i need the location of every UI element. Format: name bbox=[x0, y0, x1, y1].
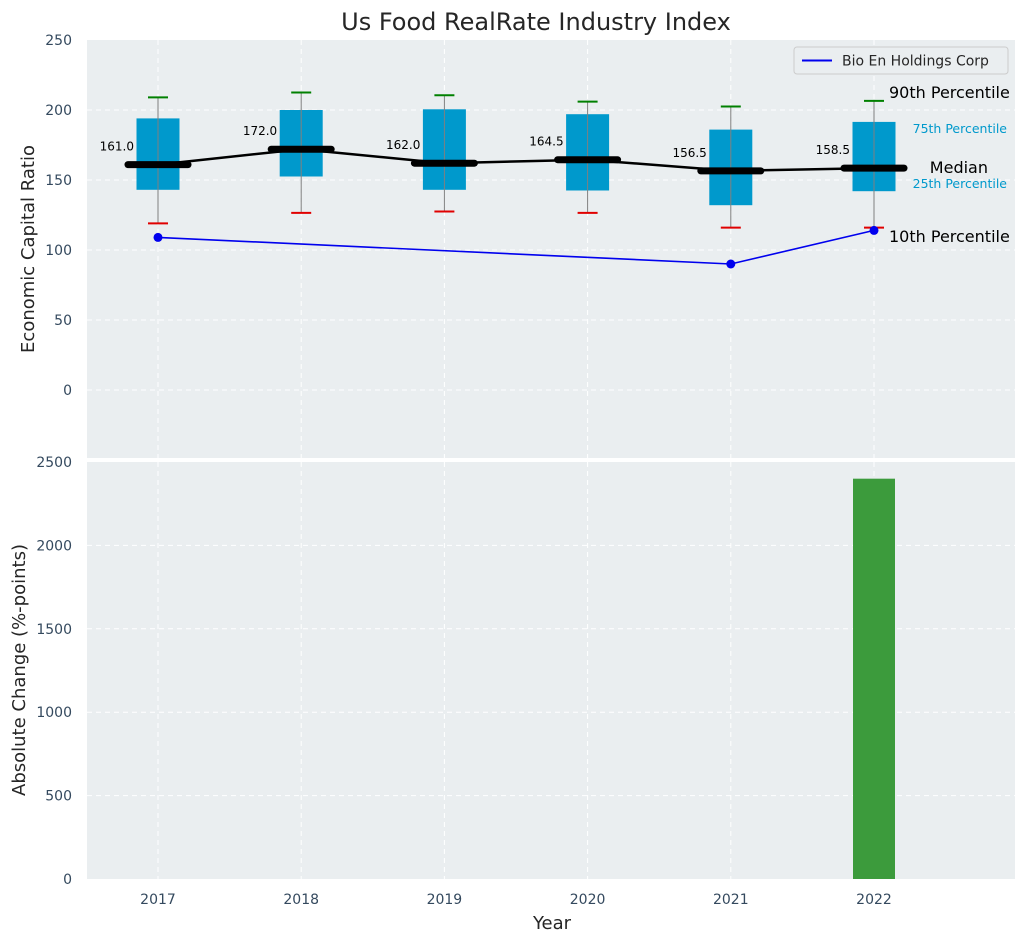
legend-box bbox=[793, 46, 1009, 75]
median-trend-group bbox=[157, 147, 875, 173]
x-tick-label: 2020 bbox=[570, 892, 606, 908]
x-axis-label: Year bbox=[532, 913, 572, 934]
top-y-tick-label: 150 bbox=[45, 173, 72, 189]
median-value-label: 164.5 bbox=[529, 135, 563, 149]
x-tick-label: 2019 bbox=[427, 892, 463, 908]
median-value-label: 156.5 bbox=[672, 146, 706, 160]
top-y-tick-label: 250 bbox=[45, 33, 72, 49]
box-2018: 172.0 bbox=[243, 91, 335, 214]
annotation-25th-percentile: 25th Percentile bbox=[913, 176, 1008, 191]
median-value-label: 161.0 bbox=[100, 140, 134, 154]
median-value-label: 158.5 bbox=[816, 143, 850, 157]
company-series-group bbox=[153, 225, 879, 269]
bar-2022 bbox=[853, 478, 895, 879]
bottom-y-tick-label: 1000 bbox=[36, 705, 72, 721]
top-y-tick-labels: 0 50 100 150 200 250 bbox=[45, 33, 72, 399]
top-gridlines bbox=[87, 40, 1015, 458]
x-tick-label: 2017 bbox=[140, 892, 176, 908]
median-value-label: 162.0 bbox=[386, 138, 420, 152]
legend: Bio En Holdings Corp bbox=[793, 46, 1009, 75]
bottom-y-tick-label: 500 bbox=[45, 789, 72, 805]
annotation-10th-percentile: 10th Percentile bbox=[889, 227, 1010, 246]
top-y-tick-label: 50 bbox=[54, 313, 72, 329]
x-tick-label: 2021 bbox=[713, 892, 749, 908]
company-series-point bbox=[726, 259, 736, 269]
median-trend-line bbox=[157, 147, 875, 173]
box-2017: 161.0 bbox=[100, 96, 192, 225]
chart-title: Us Food RealRate Industry Index bbox=[341, 8, 731, 36]
box-2022: 158.5 bbox=[816, 99, 908, 229]
annotation-median: Median bbox=[930, 158, 988, 177]
legend-label: Bio En Holdings Corp bbox=[842, 54, 989, 70]
annotation-75th-percentile: 75th Percentile bbox=[913, 121, 1008, 136]
bottom-y-axis-label: Absolute Change (%-points) bbox=[9, 544, 30, 796]
top-panel-background bbox=[87, 40, 1015, 458]
top-y-tick-label: 0 bbox=[63, 383, 72, 399]
box-2019: 162.0 bbox=[386, 94, 478, 213]
company-series-point bbox=[153, 232, 163, 242]
company-series-point bbox=[869, 225, 879, 235]
bottom-y-tick-label: 0 bbox=[63, 872, 72, 888]
bottom-y-tick-labels: 0 500 1000 1500 2000 2500 bbox=[36, 455, 72, 888]
box-plot-group: 161.0 172.0 162.0 164.5 156.5 158.5 bbox=[100, 91, 908, 229]
bottom-y-tick-label: 2500 bbox=[36, 455, 72, 471]
top-y-tick-label: 200 bbox=[45, 103, 72, 119]
median-value-label: 172.0 bbox=[243, 124, 277, 138]
x-tick-label: 2018 bbox=[283, 892, 319, 908]
top-y-tick-label: 100 bbox=[45, 243, 72, 259]
bar-group bbox=[853, 478, 895, 879]
bottom-y-tick-label: 1500 bbox=[36, 622, 72, 638]
x-tick-labels: 2017 2018 2019 2020 2021 2022 bbox=[140, 892, 892, 908]
bottom-y-tick-label: 2000 bbox=[36, 538, 72, 554]
x-tick-label: 2022 bbox=[856, 892, 892, 908]
annotation-90th-percentile: 90th Percentile bbox=[889, 83, 1010, 102]
top-y-axis-label: Economic Capital Ratio bbox=[18, 145, 39, 353]
